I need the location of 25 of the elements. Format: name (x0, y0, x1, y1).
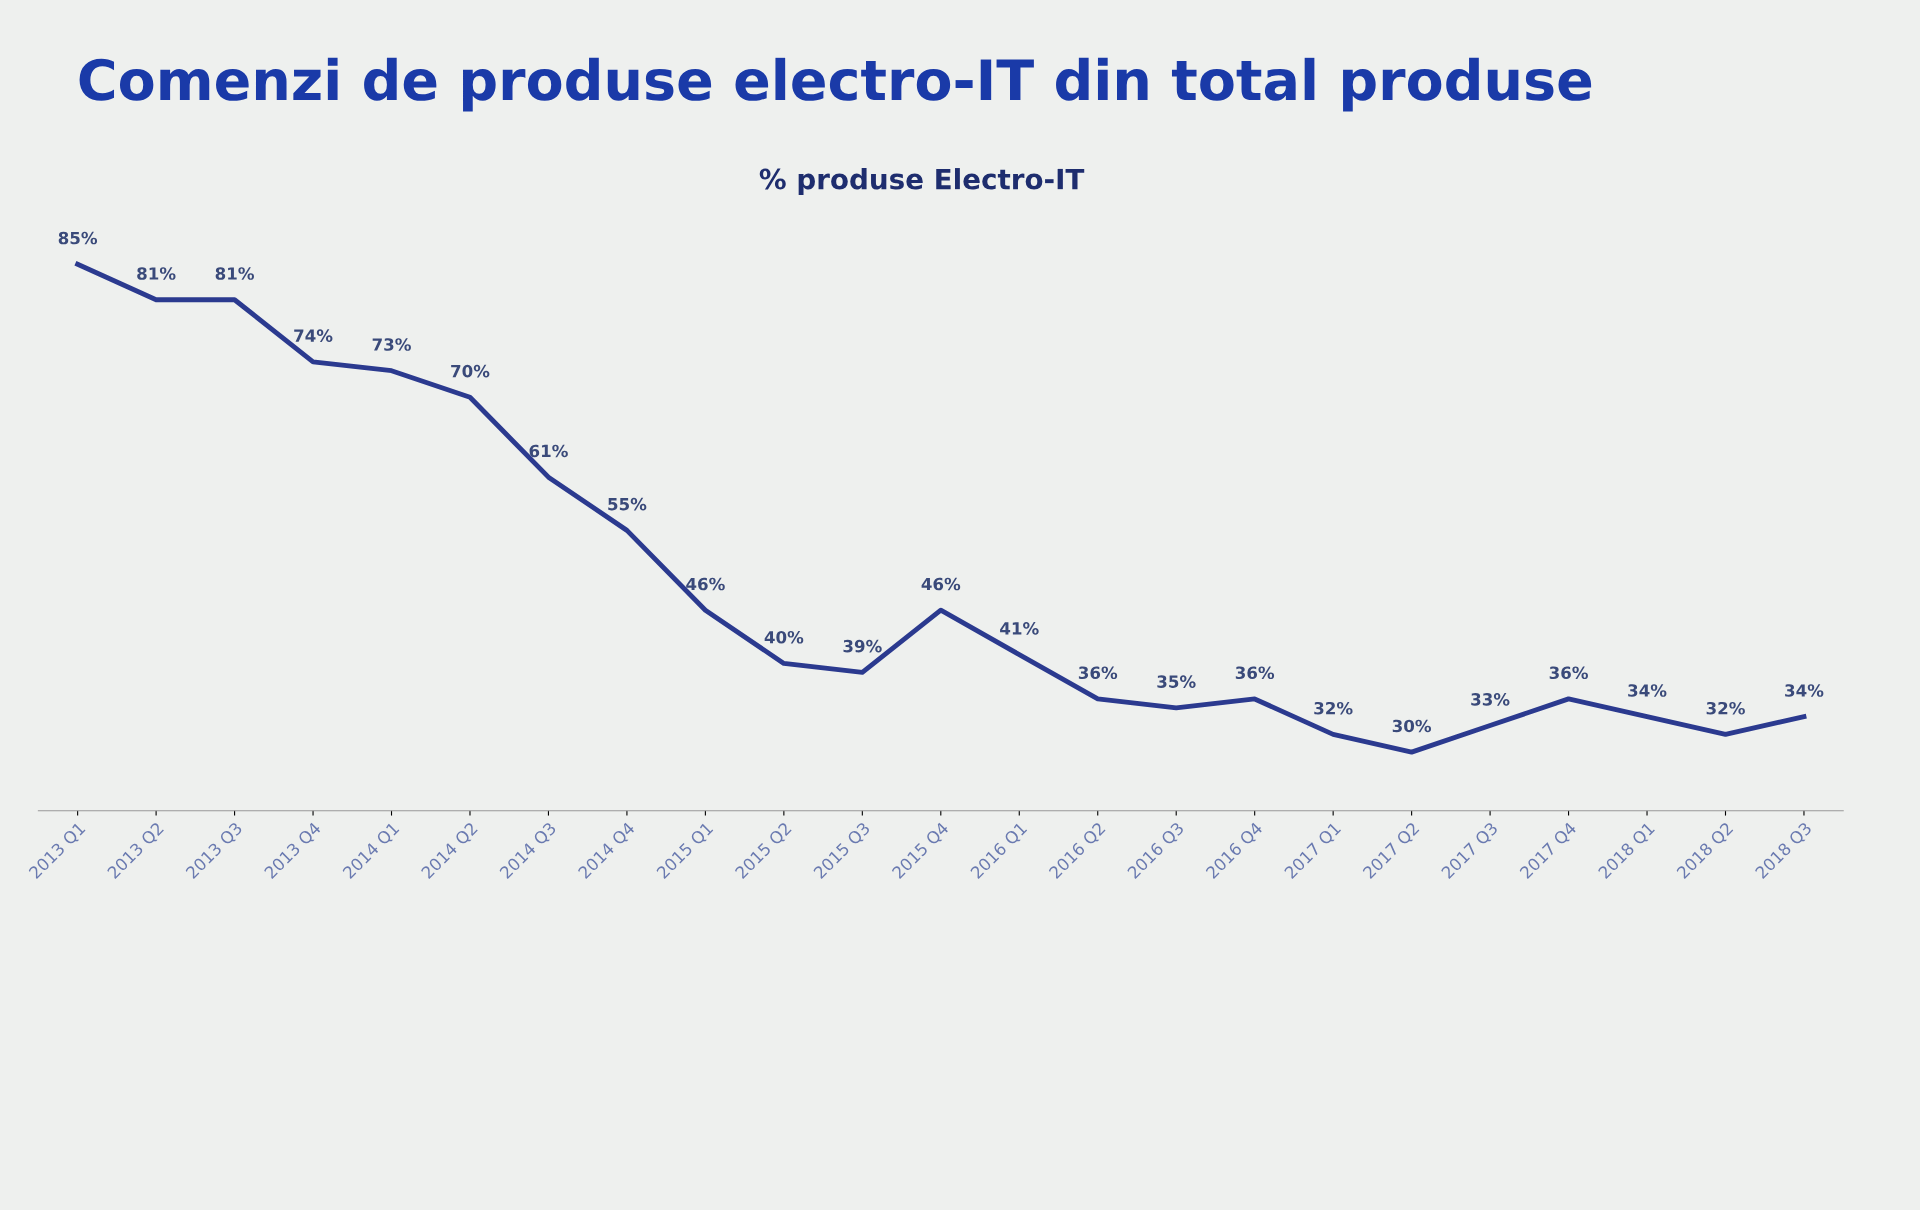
data-label: 81% (137, 267, 176, 280)
data-label: 35% (1157, 675, 1196, 688)
data-label: 55% (608, 497, 647, 511)
data-label: 32% (1706, 701, 1745, 715)
data-label: 46% (686, 577, 725, 591)
data-label: 36% (1235, 666, 1275, 680)
data-label: 74% (294, 329, 333, 342)
data-label: 36% (1549, 666, 1588, 680)
data-label: 39% (843, 639, 882, 653)
data-label: 30% (1392, 719, 1432, 733)
data-label: 81% (215, 267, 254, 280)
data-label: 73% (372, 338, 411, 351)
data-label: 61% (529, 444, 568, 458)
data-label: 34% (1628, 684, 1667, 697)
data-label: 41% (1000, 622, 1039, 635)
data-label: 70% (451, 364, 490, 378)
data-label: 85% (58, 231, 98, 245)
chart-title: Comenzi de produse electro-IT din total produse (79, 57, 1592, 112)
chart-subtitle: % produse Electro-IT (759, 168, 1085, 195)
data-label: 36% (1078, 666, 1118, 680)
data-label: 34% (1785, 684, 1824, 697)
data-label: 40% (764, 630, 804, 644)
data-label: 32% (1314, 701, 1353, 715)
data-label: 46% (921, 577, 961, 591)
data-label: 33% (1471, 693, 1510, 706)
